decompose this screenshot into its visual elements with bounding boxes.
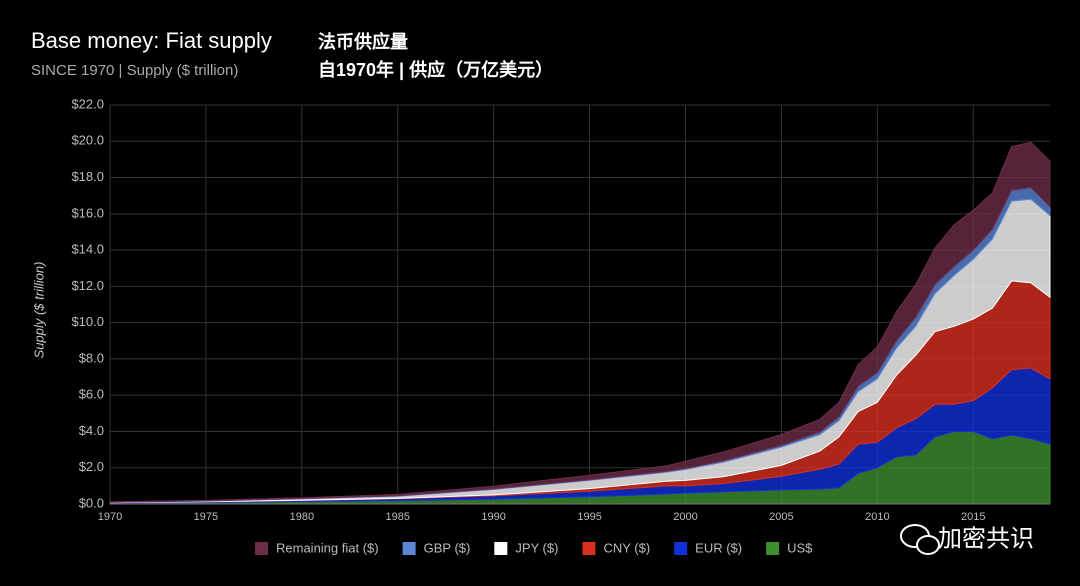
legend-label: CNY ($) xyxy=(603,540,650,555)
legend-swatch xyxy=(255,542,268,555)
y-tick-label: $14.0 xyxy=(71,242,104,257)
legend-swatch xyxy=(402,542,416,555)
y-tick-label: $8.0 xyxy=(79,350,104,365)
legend-swatch xyxy=(582,542,596,555)
legend-label: EUR ($) xyxy=(695,540,742,555)
y-tick-label: $10.0 xyxy=(71,314,104,329)
y-tick-label: $22.0 xyxy=(71,96,104,111)
y-tick-label: $0.0 xyxy=(79,495,104,510)
y-tick-label: $16.0 xyxy=(71,205,104,220)
chart-title: Base money: Fiat supply xyxy=(31,28,272,53)
y-tick-label: $18.0 xyxy=(71,169,104,184)
x-tick-label: 1985 xyxy=(386,511,410,523)
legend-swatch xyxy=(766,542,780,555)
legend-label: JPY ($) xyxy=(515,540,558,555)
legend-swatch xyxy=(674,542,688,555)
watermark: 加密共识 xyxy=(938,525,1034,552)
x-tick-label: 1970 xyxy=(98,511,122,523)
area xyxy=(109,141,1051,503)
x-tick-label: 1995 xyxy=(577,511,601,523)
legend-label: GBP ($) xyxy=(424,540,471,555)
x-tick-label: 1990 xyxy=(481,511,505,523)
y-tick-label: $12.0 xyxy=(71,278,104,293)
y-tick-label: $6.0 xyxy=(79,387,104,402)
legend-label: Remaining fiat ($) xyxy=(276,540,379,555)
x-tick-label: 1980 xyxy=(290,511,314,523)
x-tick-label: 1975 xyxy=(194,511,218,523)
y-axis-label: Supply ($ trillion) xyxy=(31,262,46,359)
x-tick-label: 2000 xyxy=(673,511,697,523)
watermark-icon xyxy=(900,524,940,555)
y-tick-label: $2.0 xyxy=(79,459,104,474)
chart-subtitle: SINCE 1970 | Supply ($ trillion) xyxy=(31,62,238,79)
chart-title-cn: 法币供应量 xyxy=(318,31,408,52)
x-tick-label: 2005 xyxy=(769,511,793,523)
x-tick-label: 2015 xyxy=(961,511,985,523)
y-tick-label: $20.0 xyxy=(71,133,104,148)
x-tick-label: 2010 xyxy=(865,511,889,523)
legend-label: US$ xyxy=(787,540,813,555)
legend-swatch xyxy=(494,542,508,555)
y-tick-label: $4.0 xyxy=(79,423,104,438)
chart-subtitle-cn: 自1970年 | 供应（万亿美元） xyxy=(318,59,553,80)
